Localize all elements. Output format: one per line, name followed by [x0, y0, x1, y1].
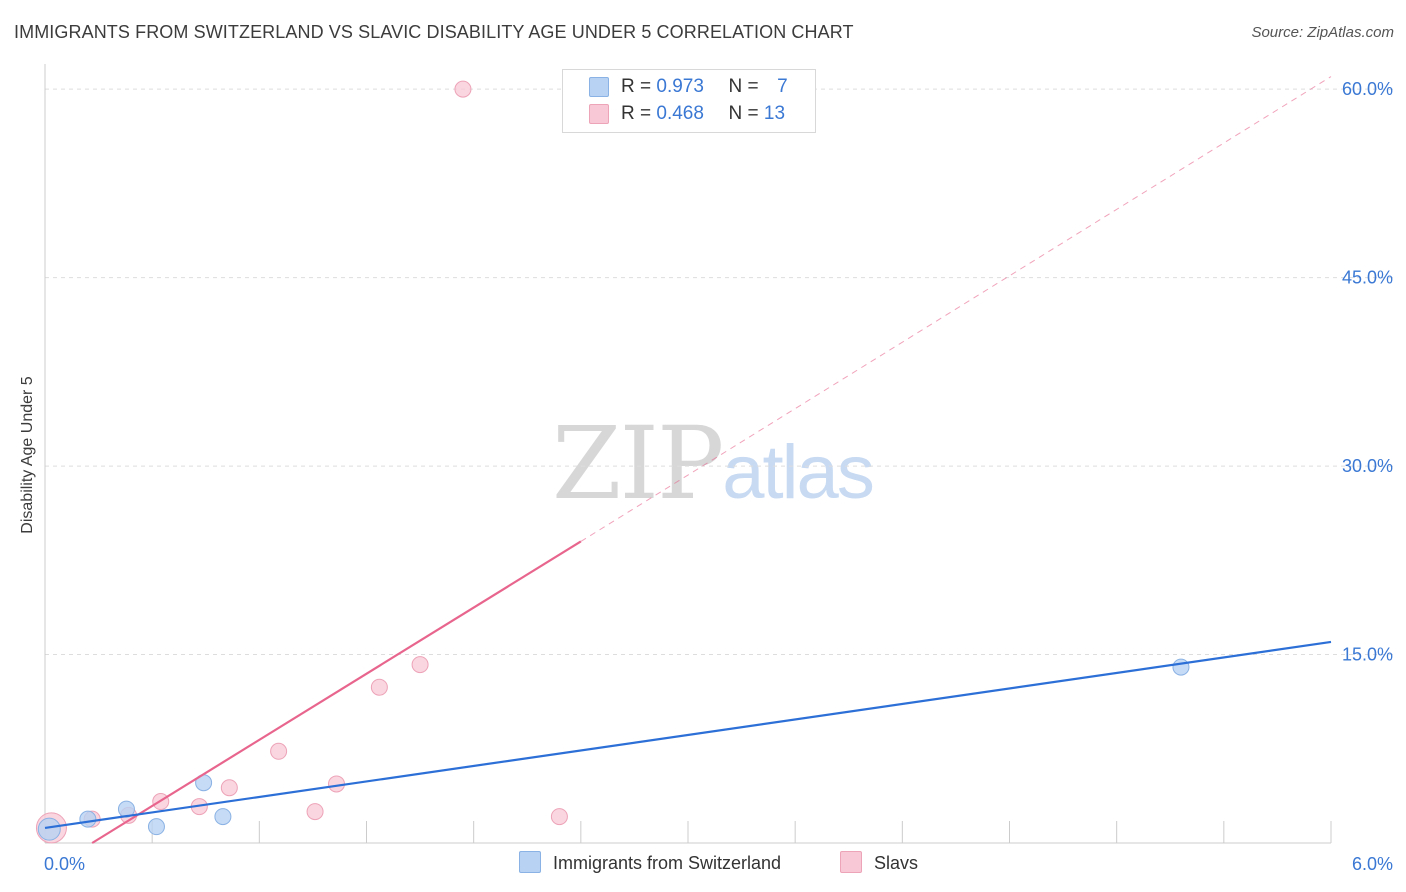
slavs-trend-line	[91, 540, 582, 844]
y-tick-label: 60.0%	[1342, 79, 1393, 99]
series-legend-switzerland: Immigrants from Switzerland	[519, 851, 781, 875]
watermark: ZIPatlas	[552, 405, 875, 522]
correlation-legend: R = 0.973 N = 7 R = 0.468 N = 13	[562, 69, 816, 133]
source-label: Source: ZipAtlas.com	[1251, 24, 1394, 41]
switzerland-point	[37, 817, 61, 841]
switzerland-point	[147, 818, 165, 836]
switzerland-point	[79, 810, 97, 828]
x-tick-label: 6.0%	[1352, 854, 1393, 874]
y-tick-label: 45.0%	[1342, 268, 1393, 288]
switzerland-point	[214, 808, 232, 826]
slavs-point	[306, 803, 324, 821]
legend-n-label: N =	[728, 103, 759, 124]
legend-r-value: 0.973	[656, 76, 704, 97]
switzerland-trend-line	[44, 640, 1332, 830]
legend-r-label: R =	[621, 103, 652, 124]
legend-r-value: 0.468	[656, 103, 704, 124]
slavs-point	[550, 808, 568, 826]
series-swatch-pink	[840, 851, 862, 873]
legend-n-value: 7	[777, 76, 788, 97]
series-label-switzerland: Immigrants from Switzerland	[553, 853, 782, 873]
legend-swatch-pink	[589, 104, 609, 124]
watermark-atlas: atlas	[722, 430, 875, 515]
y-tick-label: 30.0%	[1342, 456, 1393, 476]
series-label-slavs: Slavs	[874, 853, 919, 873]
slavs-point	[370, 678, 388, 696]
legend-n-label: N =	[728, 76, 759, 97]
slavs-point	[454, 80, 472, 98]
legend-n-value: 13	[763, 103, 786, 124]
series-swatch-blue	[519, 851, 541, 873]
slavs-point	[220, 779, 238, 797]
series-legend-slavs: Slavs	[840, 851, 918, 875]
legend-r-label: R =	[621, 76, 652, 97]
watermark-zip: ZIP	[552, 405, 724, 522]
x-tick-label: 0.0%	[44, 854, 85, 874]
slavs-trend-extension	[580, 76, 1332, 542]
slavs-point	[270, 742, 288, 760]
slavs-point	[411, 656, 429, 674]
y-axis-title: Disability Age Under 5	[19, 376, 36, 534]
switzerland-point	[1172, 658, 1190, 676]
y-tick-label: 15.0%	[1342, 645, 1393, 665]
chart-title: IMMIGRANTS FROM SWITZERLAND VS SLAVIC DI…	[14, 22, 854, 42]
legend-swatch-blue	[589, 77, 609, 97]
